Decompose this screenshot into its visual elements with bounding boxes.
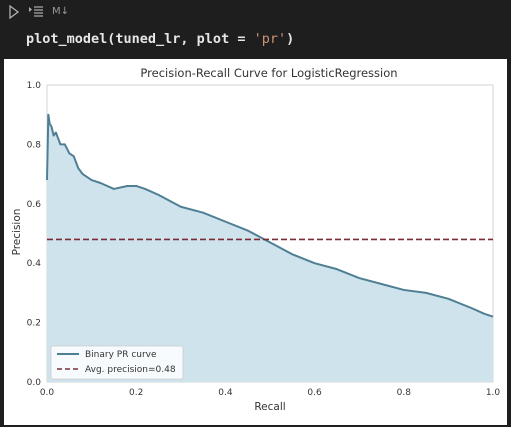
y-tick-label: 0.4 — [27, 259, 42, 269]
pr-curve-line — [46, 113, 494, 318]
pr-curve-chart: Precision-Recall Curve for LogisticRegre… — [11, 66, 501, 413]
legend-box — [50, 345, 184, 380]
y-tick-label: 0.8 — [27, 140, 42, 150]
x-tick-label: 0.8 — [397, 388, 412, 398]
y-tick-label: 0.6 — [27, 200, 42, 210]
cell-toolbar: M↓ — [0, 0, 511, 26]
code-func: plot_model(tuned_lr, plot = — [26, 31, 254, 47]
x-tick-label: 0.6 — [307, 388, 322, 398]
x-axis-label: Recall — [254, 401, 285, 413]
y-tick-label: 0.2 — [27, 319, 41, 329]
x-tick-label: 1.0 — [486, 388, 501, 398]
legend-label-curve: Binary PR curve — [85, 350, 157, 360]
code-string: 'pr' — [253, 31, 287, 47]
play-icon[interactable] — [8, 5, 20, 19]
x-tick-label: 0.4 — [218, 388, 233, 398]
output-area: Precision-Recall Curve for LogisticRegre… — [4, 59, 507, 425]
code-cell[interactable]: plot_model(tuned_lr, plot = 'pr') — [0, 26, 511, 58]
legend: Binary PR curve Avg. precision=0.48 — [50, 345, 184, 380]
x-tick-label: 0.2 — [129, 388, 143, 398]
y-tick-label: 1.0 — [27, 81, 42, 91]
plot-area: 0.0 0.2 0.4 0.6 0.8 1.0 0.0 0.2 0.4 0.6 0.8 1.0 — [27, 81, 501, 398]
pr-area-fill — [47, 114, 493, 382]
chart-title: Precision-Recall Curve for LogisticRegre… — [140, 66, 397, 80]
cell-type-label[interactable]: M↓ — [52, 6, 70, 17]
y-tick-label: 0.0 — [27, 378, 42, 388]
code-line: plot_model(tuned_lr, plot = 'pr') — [26, 31, 294, 47]
legend-label-avg: Avg. precision=0.48 — [85, 365, 176, 375]
y-axis-label: Precision — [11, 209, 23, 256]
code-close: ) — [286, 31, 295, 47]
x-tick-label: 0.0 — [40, 388, 55, 398]
split-cell-icon[interactable] — [28, 5, 44, 19]
